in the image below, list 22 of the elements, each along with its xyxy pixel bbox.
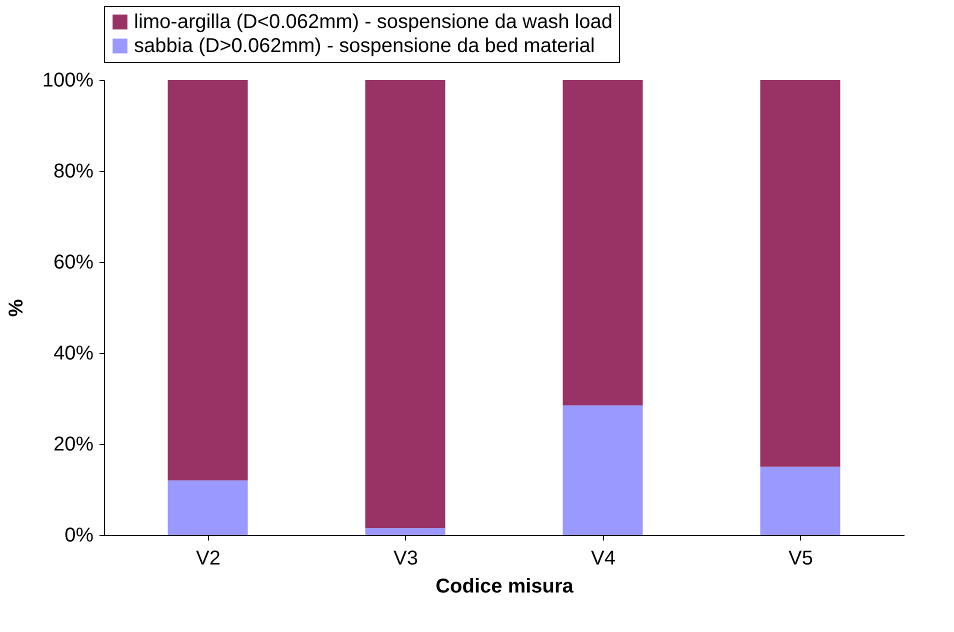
- bar: [562, 80, 643, 406]
- bar: [365, 528, 446, 535]
- y-tick-label: 40%: [53, 342, 94, 364]
- x-tick-label: V3: [394, 548, 418, 570]
- x-tick-label: V2: [196, 548, 220, 570]
- y-tick-label: 100%: [42, 70, 94, 92]
- x-tick-label: V5: [788, 548, 813, 570]
- bar: [760, 80, 840, 467]
- x-tick-label: V4: [591, 548, 616, 570]
- y-tick-label: 60%: [53, 252, 94, 274]
- y-tick-label: 20%: [53, 434, 94, 456]
- legend-label: sabbia (D>0.062mm) - sospensione da bed material: [134, 35, 595, 57]
- bar: [760, 466, 840, 535]
- y-tick-label: 0%: [64, 524, 94, 546]
- bar: [562, 405, 643, 535]
- legend-label: limo-argilla (D<0.062mm) - sospensione da wash load: [134, 11, 613, 33]
- bar: [168, 480, 248, 535]
- x-axis-title: Codice misura: [436, 576, 574, 598]
- y-tick-label: 80%: [53, 160, 94, 182]
- bar: [168, 80, 248, 480]
- y-axis-title: %: [5, 298, 28, 317]
- bar: [365, 80, 446, 528]
